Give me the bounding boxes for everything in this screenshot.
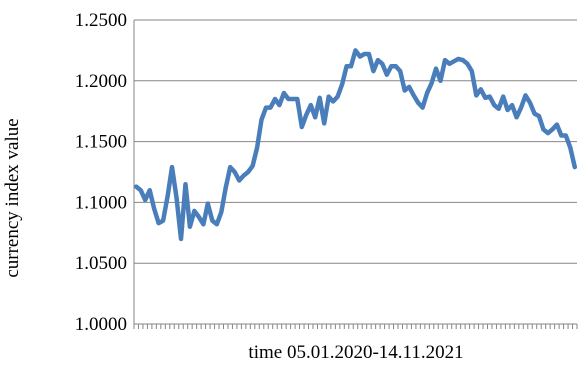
y-tick-label: 1.2500 [75,10,127,31]
series-layer [136,50,575,239]
series-line [136,50,575,239]
axes [134,20,577,324]
y-tick-labels: 1.0000 1.0500 1.1000 1.1500 1.2000 1.2500 [75,10,127,335]
y-tick-label: 1.0000 [75,314,127,335]
y-tick-label: 1.0500 [75,253,127,274]
x-tick-marks [134,324,577,329]
y-tick-label: 1.1500 [75,132,127,153]
y-tick-label: 1.2000 [75,71,127,92]
y-tick-label: 1.1000 [75,192,127,213]
y-axis-label: currency index value [2,118,23,277]
x-axis-label: time 05.01.2020-14.11.2021 [248,342,463,363]
